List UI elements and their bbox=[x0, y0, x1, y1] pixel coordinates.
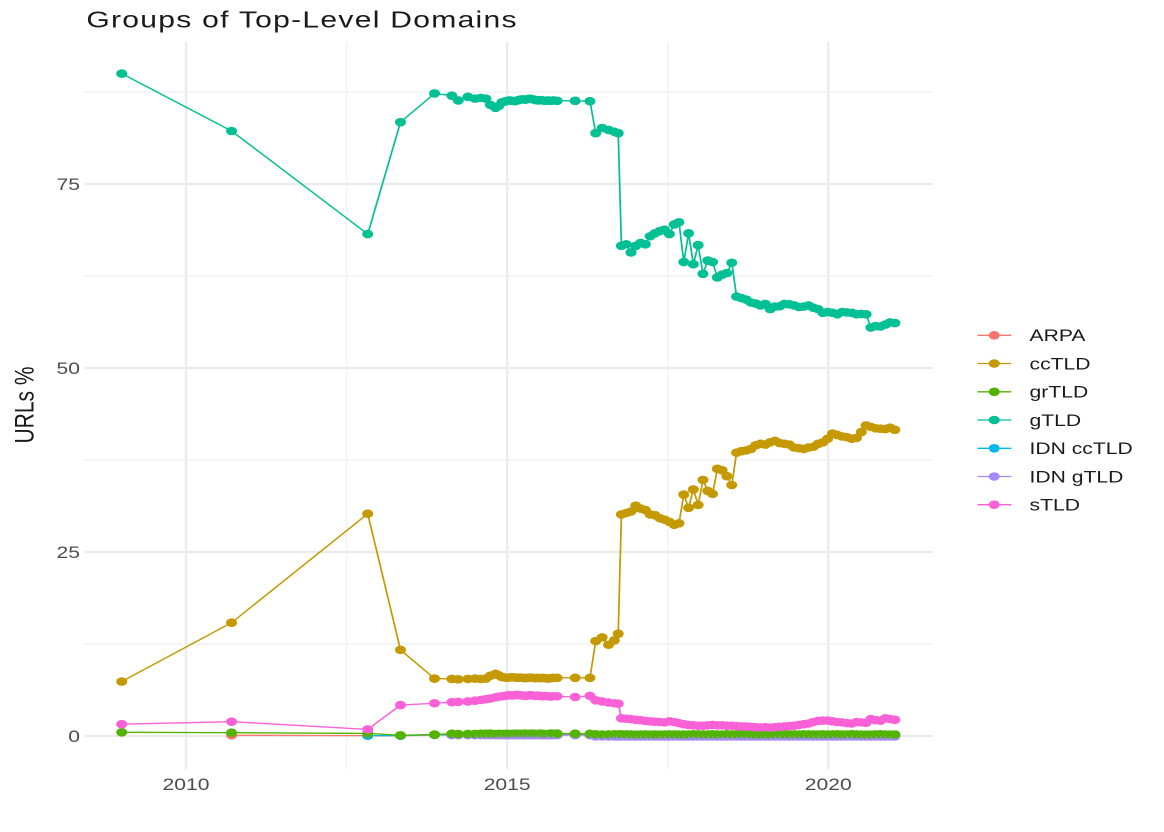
svg-text:ccTLD: ccTLD bbox=[1030, 355, 1091, 373]
svg-text:75: 75 bbox=[56, 176, 79, 194]
svg-text:URLs %: URLs % bbox=[10, 367, 40, 444]
svg-text:ARPA: ARPA bbox=[1030, 327, 1086, 345]
svg-text:50: 50 bbox=[56, 360, 79, 378]
svg-text:2015: 2015 bbox=[484, 776, 531, 794]
svg-text:sTLD: sTLD bbox=[1030, 497, 1080, 515]
svg-text:2010: 2010 bbox=[163, 776, 210, 794]
svg-text:IDN gTLD: IDN gTLD bbox=[1030, 468, 1124, 486]
svg-text:IDN ccTLD: IDN ccTLD bbox=[1030, 440, 1133, 458]
svg-text:gTLD: gTLD bbox=[1030, 412, 1082, 430]
svg-text:2020: 2020 bbox=[805, 776, 852, 794]
svg-text:0: 0 bbox=[68, 728, 80, 746]
svg-text:Groups of Top-Level Domains: Groups of Top-Level Domains bbox=[86, 7, 517, 33]
svg-text:25: 25 bbox=[56, 544, 79, 562]
svg-text:grTLD: grTLD bbox=[1030, 384, 1089, 402]
